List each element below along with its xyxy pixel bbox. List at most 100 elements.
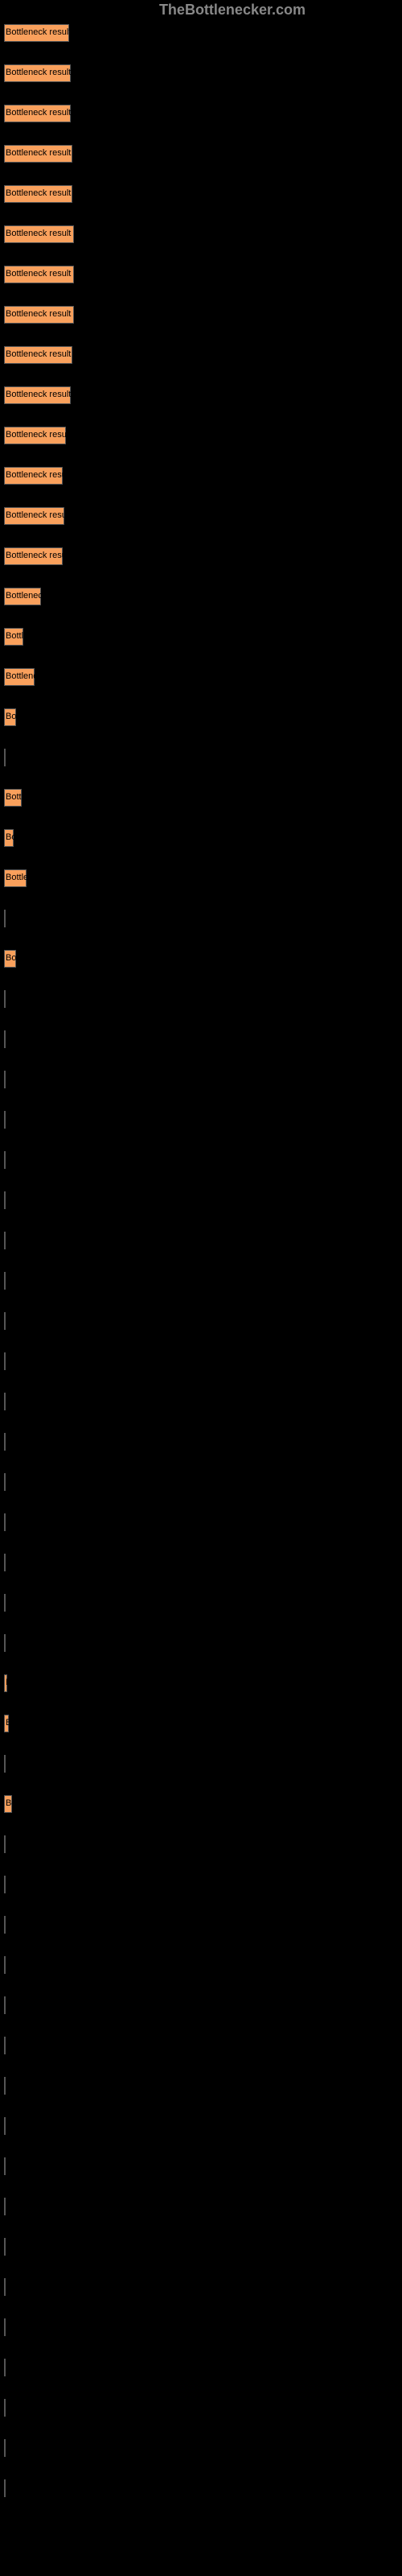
bar-row: Bottleneck result [4, 1876, 398, 1893]
bar-label: Bottleneck result [6, 712, 71, 721]
bar-row: Bottleneck result [4, 1473, 398, 1491]
bar-label: Bottleneck result [6, 2402, 71, 2412]
bar-label: Bottleneck result [6, 1235, 71, 1245]
bar-label: Bottleneck result [6, 1959, 71, 1969]
bar-label: Bottleneck result [6, 229, 71, 238]
bar-row: Bottleneck result [4, 628, 398, 646]
bar-row: Bottleneck result [4, 2318, 398, 2336]
bar-row: Bottleneck result [4, 2117, 398, 2135]
bar-row: Bottleneck result [4, 1715, 398, 1732]
bar-label: Bottleneck result [6, 631, 71, 641]
bar-row: Bottleneck result [4, 1393, 398, 1410]
bar-label: Bottleneck result [6, 2000, 71, 2009]
bar-label: Bottleneck result [6, 2442, 71, 2452]
bar-row: Bottleneck result [4, 266, 398, 283]
bar-row: Bottleneck result [4, 950, 398, 968]
bar-label: Bottleneck result [6, 1557, 71, 1567]
bar-row: Bottleneck result [4, 1634, 398, 1652]
bar-label: Bottleneck result [6, 1436, 71, 1446]
bar-chart: Bottleneck result Bottleneck result Bottle… [0, 0, 402, 2524]
bar-row: Bottleneck result [4, 64, 398, 82]
bar-row: Bottleneck result [4, 145, 398, 163]
bar-row: Bottleneck result [4, 2399, 398, 2417]
bar-row: Bottleneck result [4, 869, 398, 887]
bar-label: Bottleneck result [6, 68, 71, 77]
bar-row: Bottleneck result [4, 346, 398, 364]
bar-row: Bottleneck result [4, 547, 398, 565]
bar-label: Bottleneck result [6, 27, 71, 37]
bar-label: Bottleneck result [6, 148, 71, 158]
bar-row: Bottleneck result [4, 2439, 398, 2457]
bar-label: Bottleneck result [6, 832, 71, 842]
bar-label: Bottleneck result [6, 2080, 71, 2090]
bar-row: Bottleneck result [4, 1996, 398, 2014]
bar-row: Bottleneck result [4, 185, 398, 203]
bar-row: Bottleneck result [4, 2238, 398, 2256]
bar-label: Bottleneck result [6, 1758, 71, 1768]
bar-row: Bottleneck result [4, 1352, 398, 1370]
bar-label: Bottleneck result [6, 1798, 71, 1808]
bar-label: Bottleneck result [6, 1879, 71, 1889]
bar-row: Bottleneck result [4, 1554, 398, 1571]
bar-row: Bottleneck result [4, 2359, 398, 2376]
bar-label: Bottleneck result [6, 2322, 71, 2331]
bar-label: Bottleneck result [6, 2483, 71, 2492]
bar-row: Bottleneck result [4, 1433, 398, 1451]
bar-label: Bottleneck result [6, 349, 71, 359]
bar-row: Bottleneck result [4, 105, 398, 122]
bar-row: Bottleneck result [4, 24, 398, 42]
bar-label: Bottleneck result [6, 2201, 71, 2211]
bar-label: Bottleneck result [6, 2161, 71, 2170]
bar-label: Bottleneck result [6, 551, 71, 560]
bar-row: Bottleneck result [4, 2077, 398, 2095]
bar-label: Bottleneck result [6, 873, 71, 882]
bar-row: Bottleneck result [4, 1232, 398, 1249]
bar-row: Bottleneck result [4, 1513, 398, 1531]
bar-row: Bottleneck result [4, 1071, 398, 1088]
bar-label: Bottleneck result [6, 510, 71, 520]
bar-row: Bottleneck result [4, 1956, 398, 1974]
bar-label: Bottleneck result [6, 1678, 71, 1687]
bar-row: Bottleneck result [4, 2037, 398, 2054]
bar-label: Bottleneck result [6, 2040, 71, 2050]
bar-row: Bottleneck result [4, 1312, 398, 1330]
bar-label: Bottleneck result [6, 2362, 71, 2372]
bar-row: Bottleneck result [4, 2157, 398, 2175]
bar-row: Bottleneck result [4, 427, 398, 444]
bar-label: Bottleneck result [6, 993, 71, 1003]
bar-row: Bottleneck result [4, 829, 398, 847]
bar-label: Bottleneck result [6, 430, 71, 440]
bar-label: Bottleneck result [6, 913, 71, 923]
bar-label: Bottleneck result [6, 953, 71, 963]
bar-row: Bottleneck result [4, 1030, 398, 1048]
bar-label: Bottleneck result [6, 1356, 71, 1365]
bar-label: Bottleneck result [6, 1637, 71, 1647]
bar-label: Bottleneck result [6, 792, 71, 802]
bar-row: Bottleneck result [4, 225, 398, 243]
bar-label: Bottleneck result [6, 1114, 71, 1124]
bar-row: Bottleneck result [4, 708, 398, 726]
bar-label: Bottleneck result [6, 1315, 71, 1325]
bar-row: Bottleneck result [4, 1111, 398, 1129]
bar-row: Bottleneck result [4, 1835, 398, 1853]
bar-label: Bottleneck result [6, 1839, 71, 1848]
bar-row: Bottleneck result [4, 2479, 398, 2497]
bar-row: Bottleneck result [4, 1795, 398, 1813]
watermark-text: TheBottlenecker.com [159, 2, 306, 19]
bar-row: Bottleneck result [4, 749, 398, 766]
bar-label: Bottleneck result [6, 2241, 71, 2251]
bar-label: Bottleneck result [6, 752, 71, 762]
bar-row: Bottleneck result [4, 1151, 398, 1169]
bar-row: Bottleneck result [4, 386, 398, 404]
bar-label: Bottleneck result [6, 671, 71, 681]
bar-row: Bottleneck result [4, 1755, 398, 1773]
bar-label: Bottleneck result [6, 1034, 71, 1043]
bar-row: Bottleneck result [4, 990, 398, 1008]
bar-label: Bottleneck result [6, 1718, 71, 1728]
bar-label: Bottleneck result [6, 2120, 71, 2130]
bar-label: Bottleneck result [6, 1275, 71, 1285]
bar-row: Bottleneck result [4, 467, 398, 485]
bar-row: Bottleneck result [4, 1272, 398, 1290]
bar-row: Bottleneck result [4, 306, 398, 324]
bar-label: Bottleneck result [6, 1074, 71, 1084]
